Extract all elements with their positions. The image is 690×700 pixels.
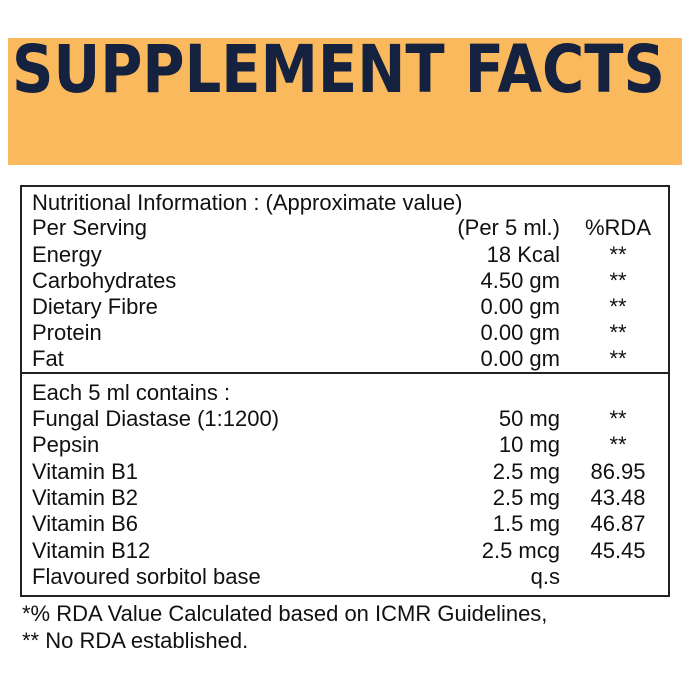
divider: [20, 372, 670, 374]
row-amount: 1.5 mg: [492, 511, 560, 537]
row-rda: **: [609, 432, 627, 458]
row-amount: 50 mg: [498, 406, 560, 431]
section-heading: Each 5 ml contains :: [32, 380, 231, 405]
row-label: Vitamin B2: [32, 484, 138, 510]
row-amount: (Per 5 ml.): [457, 215, 560, 240]
row-rda: **: [609, 406, 627, 431]
row-label: Energy: [32, 242, 102, 267]
row-label: Vitamin B12: [32, 537, 151, 563]
header-band: [8, 38, 682, 165]
facts-table: [20, 185, 670, 597]
row-label: Fat: [32, 346, 64, 371]
row-amount: 4.50 gm: [480, 268, 561, 293]
row-amount: 10 mg: [498, 432, 560, 458]
row-label: Per Serving: [32, 215, 147, 240]
row-amount: 2.5 mcg: [481, 537, 560, 563]
row-label: Vitamin B1: [32, 458, 138, 484]
row-amount: q.s: [530, 563, 560, 589]
row-amount: 2.5 mg: [492, 458, 560, 484]
row-amount: 0.00 gm: [480, 346, 561, 371]
row-label: Fungal Diastase (1:1200): [32, 406, 280, 431]
row-label: Flavoured sorbitol base: [32, 563, 261, 589]
row-amount: 0.00 gm: [480, 320, 561, 345]
row-label: Dietary Fibre: [32, 294, 158, 319]
row-rda: **: [609, 346, 627, 371]
row-rda: 46.87: [590, 511, 646, 537]
footnote: *% RDA Value Calculated based on ICMR Gu…: [22, 601, 548, 626]
row-label: Protein: [32, 320, 102, 345]
row-amount: 2.5 mg: [492, 484, 560, 510]
row-rda: 45.45: [590, 537, 646, 563]
row-amount: 18 Kcal: [486, 242, 560, 267]
row-rda: 86.95: [590, 458, 646, 484]
row-rda: **: [609, 294, 627, 319]
header: SUPPLEMENT FACTS: [12, 31, 665, 108]
row-label: Vitamin B6: [32, 511, 138, 537]
row-label: Pepsin: [32, 432, 100, 458]
row-rda: **: [609, 268, 627, 293]
footnote: ** No RDA established.: [22, 628, 249, 653]
row-amount: 0.00 gm: [480, 294, 561, 319]
intro: Nutritional Information : (Approximate v…: [32, 190, 463, 215]
row-label: Carbohydrates: [32, 268, 177, 293]
title: SUPPLEMENT FACTS: [12, 31, 665, 108]
row-rda: 43.48: [590, 484, 646, 510]
row-rda: %RDA: [584, 215, 651, 240]
row-rda: **: [609, 242, 627, 267]
row-rda: **: [609, 320, 627, 345]
